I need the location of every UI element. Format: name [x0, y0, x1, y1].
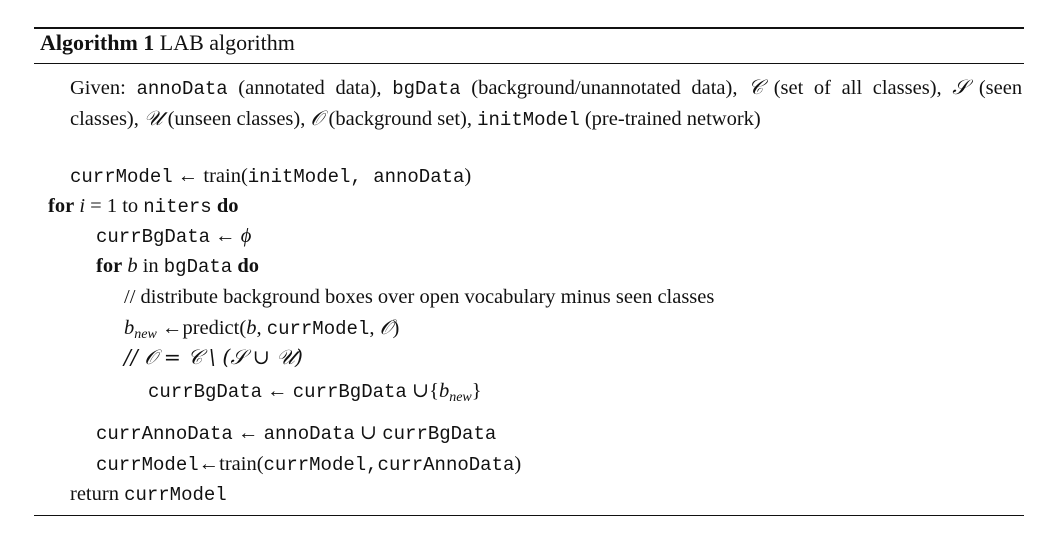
given-o-desc: (background set),	[328, 108, 472, 130]
var-currmodel: currModel	[124, 484, 227, 506]
keyword-in: in	[137, 255, 164, 277]
given-bgdata: bgData	[392, 78, 461, 100]
var-b: b	[127, 255, 138, 277]
line-union-bg: currBgData ← currBgData ∪{bnew}	[148, 379, 482, 410]
comment-distribute: // distribute background boxes over open…	[124, 286, 715, 308]
given-u-desc: (unseen classes),	[167, 108, 306, 130]
given-prefix: Given:	[70, 77, 126, 99]
given-s-desc: (seen classes),	[70, 77, 1023, 130]
assign-arrow: ←	[237, 422, 259, 444]
var-currmodel: currModel	[70, 166, 173, 188]
fn-predict: predict(	[182, 317, 247, 339]
arg-o-symbol: 𝒪	[379, 315, 393, 339]
line-init-bgdata: currBgData ← ϕ	[96, 224, 251, 249]
given-initmodel-desc: (pre-trained network)	[584, 108, 761, 130]
algorithm-title: Algorithm 1 LAB algorithm	[40, 30, 295, 56]
comma: ,	[369, 317, 380, 339]
var-currbgdata: currBgData	[96, 226, 211, 248]
var-currbgdata: currBgData	[292, 381, 407, 403]
var-currmodel: currModel	[96, 454, 199, 476]
keyword-return: return	[70, 483, 119, 505]
fn-train: train(	[219, 453, 264, 475]
union-symbol: ∪	[359, 422, 378, 444]
var-b: b	[438, 380, 450, 402]
brace-close: }	[471, 380, 482, 402]
given-c-symbol: 𝒞	[748, 75, 764, 99]
var-curranno: currAnnoData	[96, 423, 233, 445]
line-return: return currModel	[70, 482, 227, 507]
given-annodata-desc: (annotated data),	[238, 77, 382, 99]
given-bgdata-desc: (background/unannotated data),	[471, 77, 738, 99]
given-annodata: annoData	[136, 78, 228, 100]
keyword-do: do	[216, 195, 239, 217]
range-text: = 1 to	[85, 195, 144, 217]
train-args: currModel,currAnnoData	[263, 454, 515, 476]
subscript-new: new	[134, 327, 157, 342]
var-currbgdata: currBgData	[382, 423, 497, 445]
line-comment-o-def: // 𝒪 = 𝒞 \ (𝒮 ∪ 𝒰)	[124, 345, 303, 370]
line-predict: bnew ←predict(b, currModel, 𝒪)	[124, 315, 399, 347]
line-comment-distribute: // distribute background boxes over open…	[124, 285, 714, 309]
assign-arrow: ←	[215, 225, 236, 247]
given-s-symbol: 𝒮	[952, 75, 969, 99]
algorithm-name: LAB algorithm	[159, 30, 295, 55]
var-annodata: annoData	[263, 423, 355, 445]
phi-symbol: ϕ	[240, 225, 252, 247]
assign-arrow: ←	[177, 165, 199, 187]
var-b: b	[124, 317, 135, 339]
close-paren: )	[514, 453, 522, 475]
line-for-b: for b in bgData do	[96, 254, 259, 279]
var-currbgdata: currBgData	[148, 381, 263, 403]
line-train-init: currModel ← train(initModel, annoData)	[70, 164, 471, 189]
assign-arrow: ←	[198, 453, 220, 475]
arg-currmodel: currModel	[266, 318, 370, 340]
var-i: i	[79, 195, 86, 217]
keyword-for: for	[48, 195, 75, 217]
arg-b: b	[246, 317, 257, 339]
fn-train: train(	[203, 165, 248, 187]
union-open: ∪{	[411, 380, 439, 402]
bottom-rule	[34, 515, 1024, 516]
given-initmodel: initModel	[477, 109, 580, 131]
close-paren: )	[392, 317, 400, 339]
line-for-niters: for i = 1 to niters do	[48, 194, 238, 219]
subscript-new: new	[449, 390, 472, 405]
var-bgdata: bgData	[163, 256, 233, 278]
algorithm-label: Algorithm 1	[40, 30, 155, 55]
var-niters: niters	[143, 196, 212, 218]
given-o-symbol: 𝒪	[310, 106, 324, 130]
comma: ,	[256, 317, 267, 339]
close-paren: )	[464, 165, 472, 187]
train-args: initModel, annoData	[247, 166, 465, 188]
top-rule	[34, 27, 1024, 29]
keyword-do: do	[237, 255, 259, 277]
line-train-curr: currModel←train(currModel,currAnnoData)	[96, 452, 521, 477]
given-u-symbol: 𝒰	[144, 106, 163, 130]
keyword-for: for	[96, 255, 123, 277]
line-anno-union: currAnnoData ← annoData ∪ currBgData	[96, 421, 496, 446]
assign-arrow: ←	[267, 380, 288, 402]
given-c-desc: (set of all classes),	[773, 77, 942, 99]
header-rule	[34, 63, 1024, 64]
comment-o-definition: // 𝒪 = 𝒞 \ (𝒮 ∪ 𝒰)	[124, 345, 303, 369]
assign-arrow: ←	[161, 317, 183, 339]
given-paragraph: Given: annoData (annotated data), bgData…	[70, 73, 1022, 135]
